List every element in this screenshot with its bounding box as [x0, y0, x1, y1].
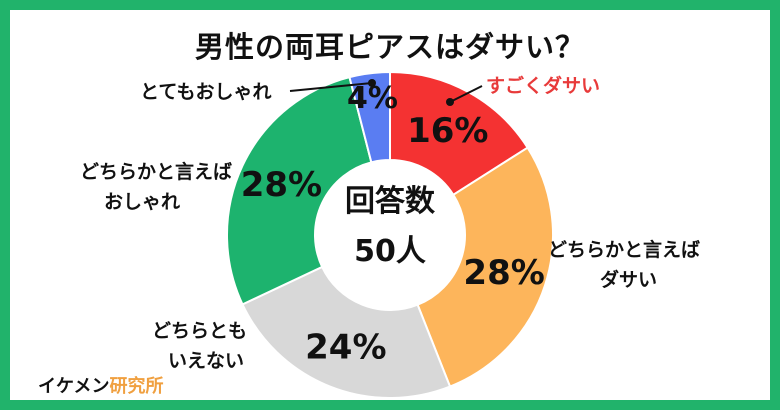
pct-label-lame: 28% — [463, 253, 544, 293]
leader-very-lame-dot — [446, 98, 454, 106]
slice-lame — [416, 146, 554, 388]
label-lame-line2: ダサい — [600, 269, 658, 291]
center-label-line2: 50人 — [354, 234, 426, 269]
leader-very-stylish-dot — [368, 79, 376, 87]
slice-neutral — [241, 265, 452, 399]
label-stylish-line2: おしゃれ — [104, 191, 181, 213]
slice-stylish — [226, 75, 373, 306]
leader-very-stylish — [289, 82, 373, 92]
label-very-stylish: とてもおしゃれ — [140, 81, 272, 103]
leader-very-lame — [449, 85, 483, 103]
slice-very-stylish — [348, 70, 391, 164]
pct-label-stylish: 28% — [241, 165, 322, 205]
center-label-line1: 回答数 — [345, 184, 435, 219]
label-neutral-line1: どちらとも — [152, 320, 248, 342]
brand-part1: イケメン — [38, 376, 110, 397]
label-lame-line1: どちらかと言えば — [548, 239, 701, 261]
label-stylish-line1: どちらかと言えば — [80, 161, 233, 183]
chart-title: 男性の両耳ピアスはダサい？ — [194, 30, 585, 64]
pct-label-very-lame: 16% — [407, 111, 488, 151]
pct-label-neutral: 24% — [305, 328, 386, 368]
label-very-lame: すごくダサい — [486, 75, 601, 97]
brand-logo: イケメン研究所 — [38, 372, 163, 398]
brand-part2: 研究所 — [109, 376, 164, 397]
slice-very-lame — [389, 70, 530, 197]
label-neutral-line2: いえない — [168, 350, 245, 372]
